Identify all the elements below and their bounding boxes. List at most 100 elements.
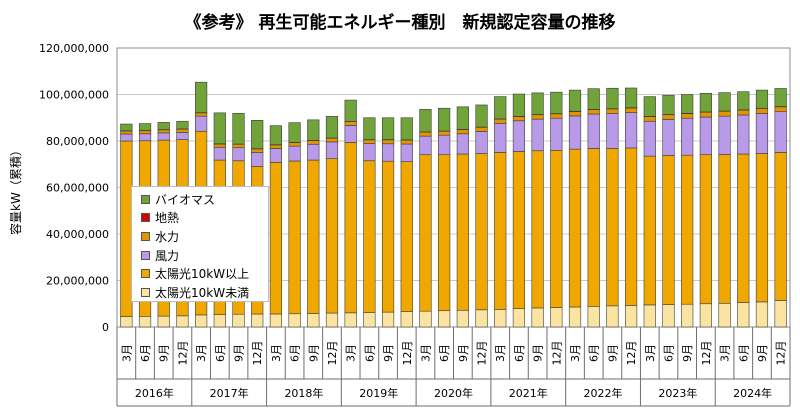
- bar-segment: [774, 88, 787, 107]
- bar-segment: [587, 109, 600, 115]
- bar-segment: [363, 312, 376, 328]
- bar-segment: [699, 93, 712, 113]
- bar-segment: [120, 316, 133, 328]
- y-tick-label: 0: [102, 321, 109, 334]
- bar-segment: [381, 117, 395, 140]
- bar-segment: [456, 106, 469, 130]
- bar-segment: [512, 116, 526, 122]
- legend-item: 太陽光10kW未満: [132, 283, 268, 302]
- year-label: 2021年: [509, 386, 548, 400]
- x-tick-label: 3月: [494, 344, 507, 362]
- bar-segment: [568, 148, 582, 308]
- bar-segment: [381, 160, 395, 313]
- bar-segment: [662, 94, 675, 115]
- bar-segment: [195, 81, 208, 113]
- bar-segment: [718, 154, 731, 304]
- bar-segment: [512, 93, 526, 117]
- bar-segment: [325, 141, 339, 159]
- legend-swatch: [141, 231, 150, 241]
- x-tick-label: 3月: [569, 344, 582, 362]
- bar-segment: [456, 309, 469, 328]
- bar-segment: [531, 114, 544, 120]
- bar-segment: [550, 113, 563, 119]
- bar-segment: [307, 140, 320, 145]
- bar-segment: [157, 315, 170, 328]
- bar-segment: [269, 144, 282, 149]
- bar-segment: [456, 153, 469, 311]
- bar-segment: [494, 118, 507, 124]
- bar-segment: [681, 113, 694, 119]
- bar-segment: [232, 143, 245, 149]
- bar-segment: [475, 153, 488, 311]
- bar-segment: [120, 123, 133, 132]
- bar-segment: [363, 117, 376, 140]
- bar-segment: [176, 120, 189, 130]
- x-tick-label: 3月: [270, 344, 283, 362]
- bar-segment: [120, 133, 133, 142]
- bar-segment: [269, 148, 282, 163]
- bar-segment: [456, 129, 469, 135]
- bar-segment: [662, 119, 675, 156]
- bar-segment: [568, 115, 582, 150]
- year-label: 2016年: [135, 386, 174, 400]
- bar-segment: [288, 122, 301, 143]
- bar-segment: [438, 154, 451, 312]
- bar-segment: [568, 111, 582, 117]
- year-label: 2017年: [210, 386, 249, 400]
- bar-segment: [419, 131, 432, 137]
- bar-segment: [213, 146, 226, 161]
- bar-segment: [681, 303, 694, 328]
- x-tick-label: 6月: [363, 344, 376, 362]
- y-tick-label: 120,000,000: [39, 42, 109, 55]
- x-tick-label: 9月: [382, 344, 395, 362]
- bar-segment: [419, 310, 432, 328]
- legend-swatch: [141, 269, 150, 279]
- year-label: 2024年: [733, 386, 772, 400]
- x-tick-label: 9月: [307, 344, 320, 362]
- x-tick-label: 6月: [139, 344, 152, 362]
- bar-segment: [643, 155, 656, 306]
- bar-segment: [438, 107, 451, 132]
- bar-segment: [699, 154, 712, 305]
- x-tick-label: 12月: [326, 341, 339, 366]
- bar-segment: [213, 143, 226, 148]
- legend: バイオマス 地熱 水力 風力 太陽光10kW以上 太陽光10kW未満: [131, 186, 269, 302]
- bar-segment: [381, 139, 395, 145]
- bar-segment: [512, 120, 526, 152]
- bar-segment: [568, 89, 582, 112]
- year-label: 2022年: [584, 386, 623, 400]
- legend-swatch: [141, 250, 150, 260]
- legend-label: 地熱: [155, 211, 180, 226]
- x-tick-label: 6月: [588, 344, 601, 362]
- bar-segment: [344, 142, 357, 314]
- bar-segment: [307, 313, 320, 328]
- x-tick-label: 9月: [606, 344, 619, 362]
- bar-segment: [438, 130, 451, 136]
- bar-segment: [138, 130, 152, 135]
- bar-segment: [120, 130, 133, 135]
- legend-label: バイオマス: [155, 192, 216, 207]
- legend-swatch: [141, 194, 150, 204]
- legend-item: 水力: [132, 227, 268, 246]
- bar-segment: [400, 311, 413, 328]
- y-tick-label: 40,000,000: [46, 228, 109, 241]
- bar-segment: [344, 125, 357, 143]
- bar-segment: [138, 316, 152, 328]
- legend-item: バイオマス: [132, 190, 268, 209]
- bar-segment: [157, 129, 170, 134]
- x-tick-label: 6月: [214, 344, 227, 362]
- bar-segment: [400, 117, 413, 141]
- bar-segment: [195, 112, 208, 117]
- bar-segment: [363, 143, 376, 162]
- bar-segment: [625, 305, 638, 328]
- bar-segment: [251, 120, 264, 149]
- bar-segment: [494, 96, 507, 120]
- bar-segment: [550, 307, 563, 328]
- bar-segment: [456, 133, 469, 155]
- bar-segment: [662, 155, 675, 305]
- bar-segment: [251, 313, 264, 328]
- bar-segment: [755, 301, 769, 328]
- bar-segment: [625, 112, 638, 149]
- bar-segment: [307, 119, 320, 141]
- x-tick-label: 3月: [419, 344, 432, 362]
